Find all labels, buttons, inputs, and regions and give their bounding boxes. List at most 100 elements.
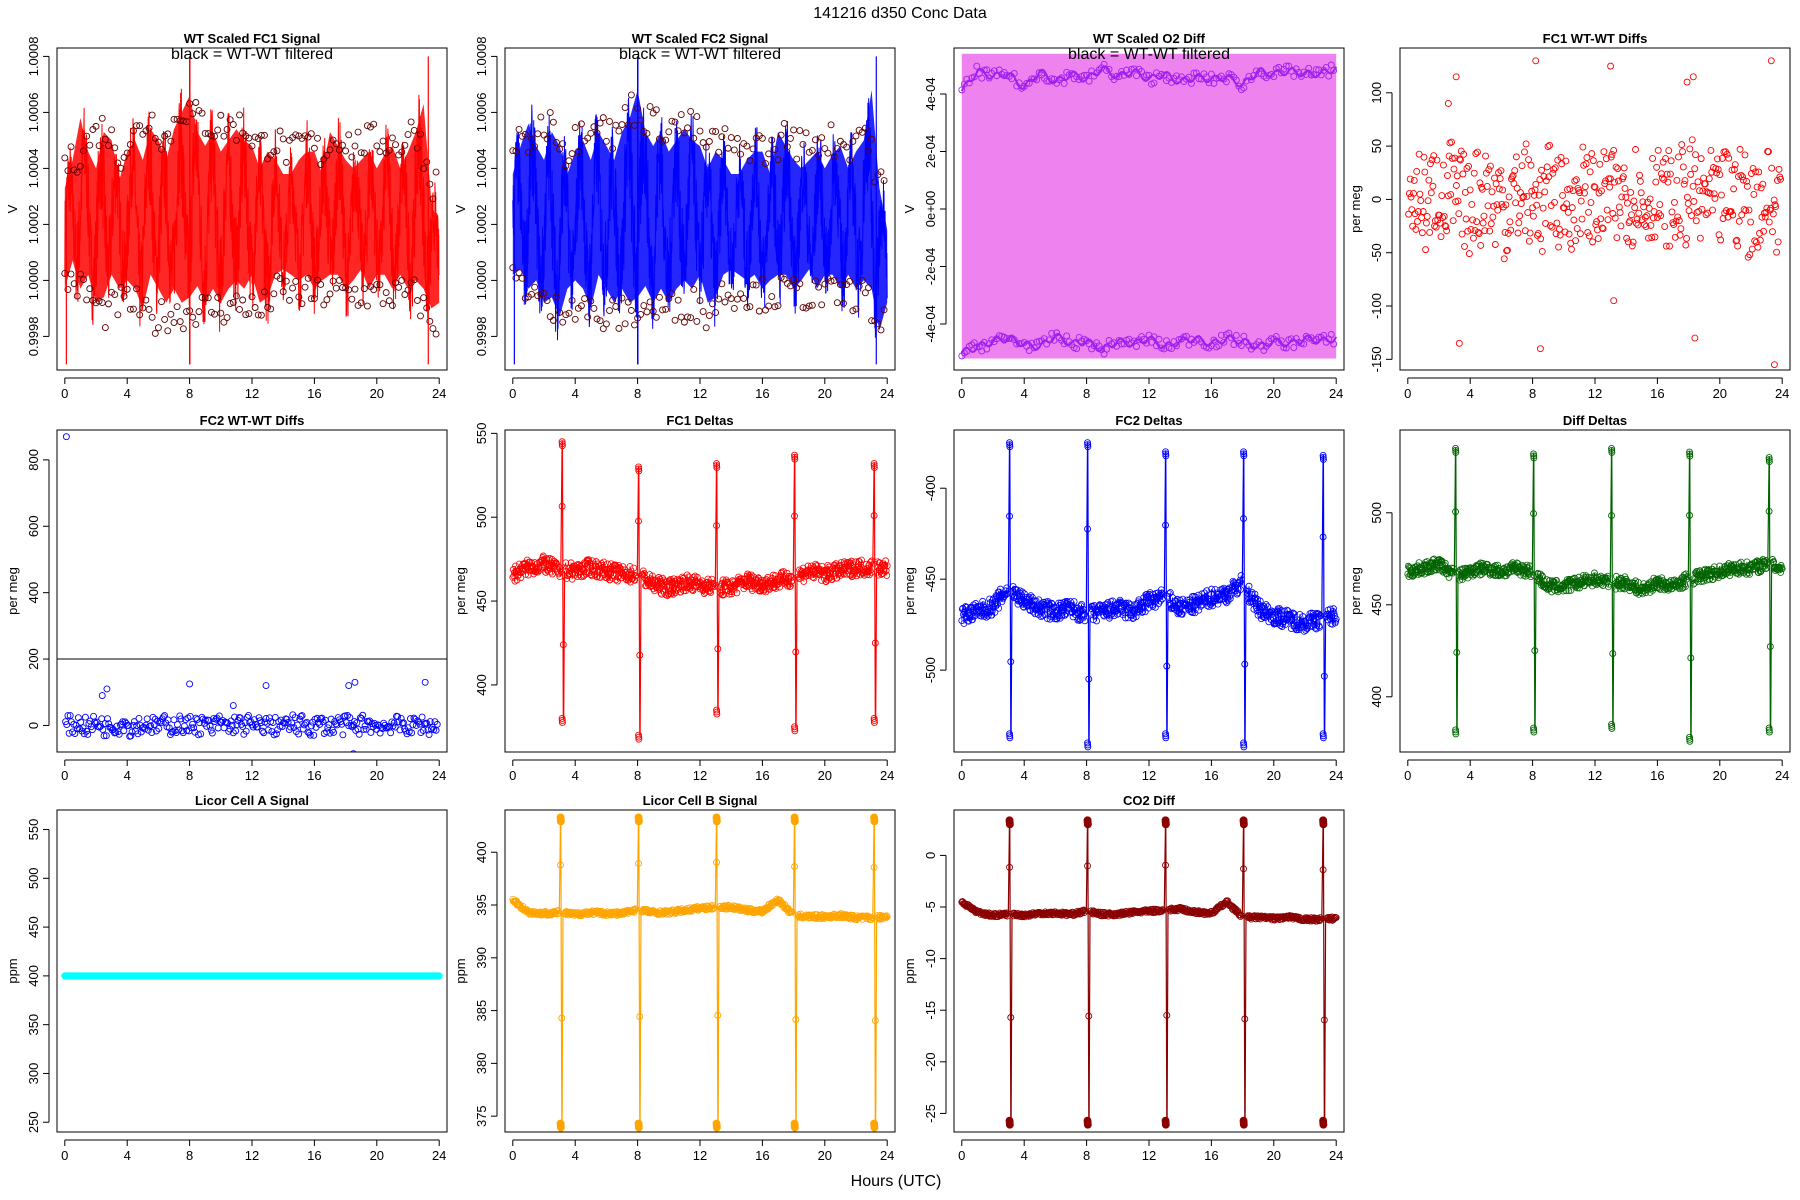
delta-point bbox=[522, 570, 530, 578]
scatter-point bbox=[1405, 190, 1413, 198]
delta-point bbox=[883, 562, 891, 570]
scatter-point bbox=[84, 731, 92, 738]
sample-point bbox=[631, 321, 638, 329]
sample-point bbox=[593, 129, 601, 137]
delta-point bbox=[848, 573, 856, 581]
x-axis-label: Hours (UTC) bbox=[851, 1173, 942, 1190]
delta-point bbox=[1484, 560, 1491, 568]
spike-point bbox=[1240, 743, 1248, 751]
scatter-point bbox=[423, 719, 431, 727]
scatter-point bbox=[298, 712, 306, 719]
delta-point bbox=[1579, 572, 1587, 579]
sample-point bbox=[192, 321, 200, 328]
delta-point bbox=[630, 564, 638, 572]
scatter-point bbox=[1456, 155, 1464, 163]
y-tick-label: -50 bbox=[1369, 243, 1384, 262]
y-axis-label: V bbox=[902, 204, 917, 213]
delta-point bbox=[1502, 568, 1510, 576]
scatter-point bbox=[1523, 193, 1531, 200]
scatter-point bbox=[1551, 164, 1559, 172]
sample-point bbox=[83, 132, 91, 140]
y-tick-label: -450 bbox=[923, 566, 938, 592]
sample-point bbox=[627, 307, 635, 314]
delta-point bbox=[767, 577, 775, 585]
sample-point bbox=[549, 316, 557, 324]
x-tick-label: 20 bbox=[818, 768, 832, 783]
sample-point bbox=[301, 132, 309, 140]
scatter-point bbox=[130, 718, 138, 726]
spike-point bbox=[790, 817, 799, 826]
sample-point bbox=[323, 296, 331, 304]
sample-point bbox=[133, 285, 141, 293]
scatter-point bbox=[1504, 246, 1511, 254]
delta-point bbox=[787, 573, 795, 580]
delta-point bbox=[1469, 569, 1476, 576]
sample-point bbox=[151, 329, 159, 337]
outlier-point bbox=[62, 433, 70, 441]
delta-point bbox=[1546, 577, 1553, 584]
scatter-point bbox=[1598, 187, 1605, 195]
x-tick-label: 16 bbox=[1650, 768, 1664, 783]
spike-point bbox=[1608, 446, 1616, 454]
sample-point bbox=[392, 279, 399, 287]
panel-title: FC1 Deltas bbox=[666, 413, 733, 428]
scatter-point bbox=[176, 712, 184, 720]
transition-point bbox=[557, 861, 564, 869]
scatter-point bbox=[1564, 208, 1572, 216]
scatter-point bbox=[100, 732, 108, 740]
transition-point bbox=[636, 1013, 644, 1021]
scatter-point bbox=[1725, 154, 1733, 162]
delta-point bbox=[1634, 579, 1642, 586]
sample-point bbox=[1145, 331, 1153, 339]
x-tick-label: 0 bbox=[61, 1148, 68, 1163]
sample-point bbox=[799, 304, 807, 311]
spike-point bbox=[1765, 728, 1773, 736]
sample-point bbox=[531, 283, 539, 291]
sample-point bbox=[217, 111, 225, 119]
scatter-point bbox=[1474, 148, 1481, 156]
sample-point bbox=[320, 301, 328, 309]
scatter-point bbox=[1537, 235, 1545, 243]
sample-point bbox=[76, 270, 84, 278]
delta-point bbox=[862, 560, 870, 568]
scatter-point bbox=[1603, 206, 1611, 214]
sample-point bbox=[1083, 71, 1091, 79]
scatter-point bbox=[1617, 222, 1625, 230]
x-tick-label: 16 bbox=[755, 386, 769, 401]
scatter-point bbox=[1652, 178, 1660, 186]
plot-area bbox=[958, 439, 1340, 751]
sample-point bbox=[537, 290, 545, 298]
scatter-point bbox=[1500, 255, 1508, 263]
scatter-point bbox=[1658, 174, 1666, 182]
sample-point bbox=[787, 282, 794, 290]
scatter-point bbox=[1717, 191, 1725, 199]
scatter-point bbox=[1756, 236, 1764, 244]
sample-point bbox=[721, 125, 729, 133]
scatter-point bbox=[1697, 155, 1705, 163]
sample-point bbox=[1133, 343, 1140, 350]
sample-point bbox=[211, 132, 219, 140]
y-tick-label: 375 bbox=[474, 1105, 489, 1127]
sample-point bbox=[846, 278, 854, 285]
scatter-point bbox=[1775, 165, 1783, 173]
delta-point bbox=[1214, 600, 1222, 608]
sample-point bbox=[524, 148, 532, 156]
scatter-point bbox=[1414, 217, 1421, 225]
scatter-point bbox=[1739, 173, 1746, 181]
sample-point bbox=[417, 312, 424, 320]
delta-point bbox=[709, 580, 717, 587]
sample-point bbox=[868, 135, 876, 143]
sample-point bbox=[248, 293, 256, 301]
scatter-point bbox=[1570, 216, 1578, 224]
calibration-spike bbox=[1531, 453, 1537, 729]
scatter-point bbox=[1602, 155, 1610, 163]
sample-point bbox=[587, 297, 595, 305]
sample-point bbox=[310, 295, 318, 303]
spike-point bbox=[635, 733, 643, 741]
sample-point bbox=[733, 135, 741, 142]
sample-point bbox=[201, 129, 209, 137]
sample-point bbox=[279, 135, 287, 143]
sample-point bbox=[1073, 345, 1081, 353]
sample-point bbox=[671, 316, 679, 324]
delta-point bbox=[1231, 580, 1239, 588]
